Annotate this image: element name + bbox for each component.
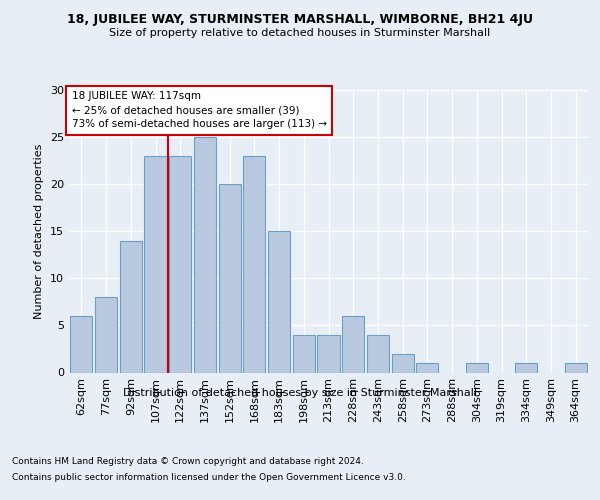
Text: Contains HM Land Registry data © Crown copyright and database right 2024.: Contains HM Land Registry data © Crown c… [12,458,364,466]
Bar [565,363,587,372]
Bar [293,335,315,372]
Text: 18 JUBILEE WAY: 117sqm
← 25% of detached houses are smaller (39)
73% of semi-det: 18 JUBILEE WAY: 117sqm ← 25% of detached… [71,92,327,130]
Bar [95,297,117,372]
Text: Size of property relative to detached houses in Sturminster Marshall: Size of property relative to detached ho… [109,28,491,38]
Bar [342,316,364,372]
Bar [145,156,167,372]
Bar [268,231,290,372]
Y-axis label: Number of detached properties: Number of detached properties [34,144,44,319]
Bar [416,363,439,372]
Bar [317,335,340,372]
Bar [70,316,92,372]
Text: 18, JUBILEE WAY, STURMINSTER MARSHALL, WIMBORNE, BH21 4JU: 18, JUBILEE WAY, STURMINSTER MARSHALL, W… [67,12,533,26]
Bar [194,137,216,372]
Bar [367,335,389,372]
Bar [169,156,191,372]
Bar [392,354,414,372]
Bar [243,156,265,372]
Bar [218,184,241,372]
Bar [466,363,488,372]
Text: Distribution of detached houses by size in Sturminster Marshall: Distribution of detached houses by size … [123,388,477,398]
Bar [119,240,142,372]
Text: Contains public sector information licensed under the Open Government Licence v3: Contains public sector information licen… [12,472,406,482]
Bar [515,363,538,372]
